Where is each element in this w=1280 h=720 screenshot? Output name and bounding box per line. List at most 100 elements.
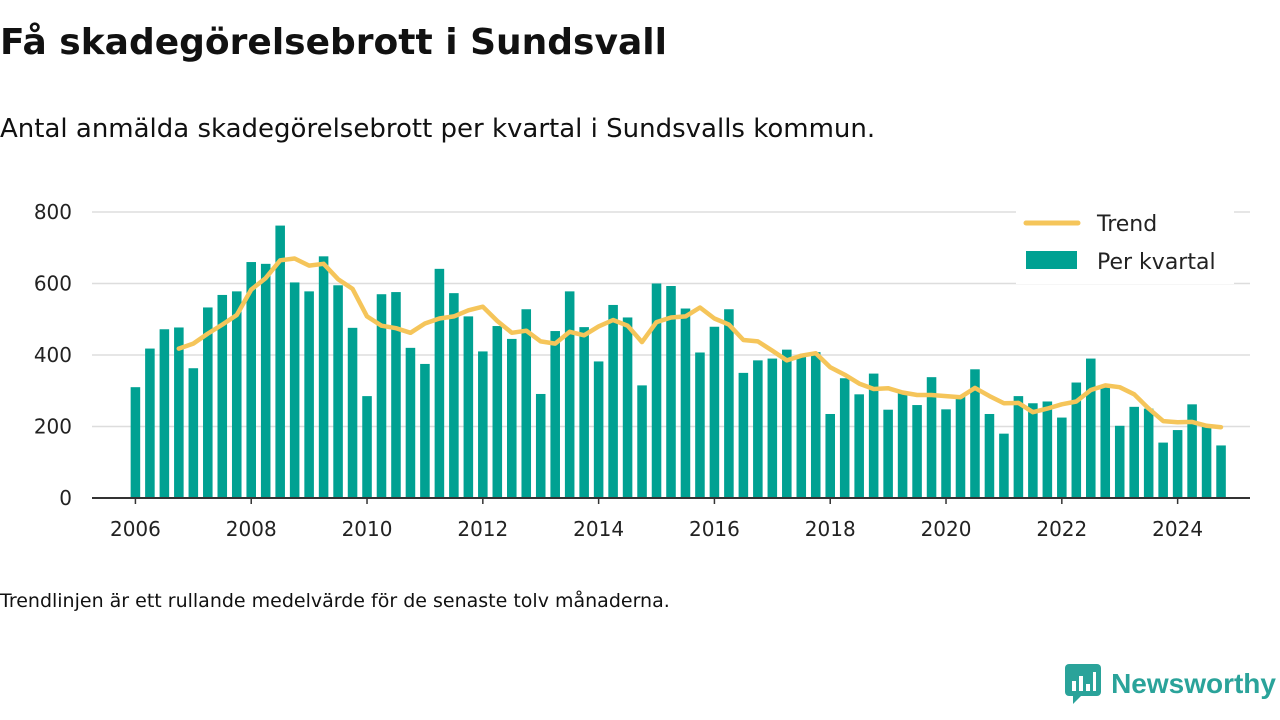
bar [304,291,314,498]
bar [868,373,879,498]
bar [231,291,242,498]
x-tick-label: 2014 [573,517,624,541]
bar [564,291,575,498]
bar [941,409,951,498]
bar [130,387,141,498]
x-tick-label: 2010 [342,517,393,541]
bar [145,348,155,498]
bar [1071,382,1082,498]
bar [550,331,560,498]
bar [695,352,705,498]
bar [897,393,908,498]
bar [174,327,184,498]
bar [767,358,778,498]
y-tick-label: 600 [34,272,72,296]
bar [970,369,980,498]
x-tick-label: 2012 [457,517,508,541]
bar [521,309,532,498]
bar [1158,442,1168,498]
bar [1172,430,1183,498]
bar [1114,425,1125,498]
x-tick-label: 2016 [689,517,740,541]
y-tick-label: 800 [34,200,72,224]
bar [825,413,836,498]
bar [159,329,170,498]
legend: Trend Per kvartal [1016,210,1234,284]
bar [506,338,517,498]
bar [593,361,604,498]
bar [666,286,676,498]
bar [1085,358,1096,498]
bar [1057,417,1067,498]
bar [651,283,662,498]
brand-name: Newsworthy [1111,668,1276,699]
footnote: Trendlinjen är ett rullande medelvärde f… [0,590,670,612]
bar [203,307,213,498]
bar [1187,404,1197,498]
bar [1100,387,1111,498]
bar [347,327,358,498]
bar [782,349,792,498]
bar [333,285,343,498]
bar [854,394,864,498]
x-tick-label: 2006 [110,517,161,541]
bar [391,292,401,498]
bar [260,263,271,498]
x-tick-label: 2018 [805,517,856,541]
y-tick-label: 400 [34,343,72,367]
bar [420,363,430,498]
bar [246,262,257,498]
bar [535,393,546,498]
legend-bar-swatch [1026,251,1077,269]
bar [579,327,589,498]
bar [883,409,893,498]
x-tick-label: 2022 [1036,517,1087,541]
bar [1028,403,1038,498]
bar [289,282,300,498]
x-tick-label: 2020 [921,517,972,541]
bar [999,433,1009,498]
bar [839,378,850,498]
bar [362,396,372,498]
bar [955,396,966,498]
bar [318,256,329,498]
trend-line [176,256,1224,430]
bar [1042,401,1053,498]
bar [376,294,387,498]
bar-series [130,225,1226,498]
bar [463,316,474,498]
axes: 0 200 400 600 800 2006 2008 2010 2012 2014 2016 201… [34,200,1250,541]
chart: 0 200 400 600 800 2006 2008 2010 2012 2014 2016 201… [34,200,1250,541]
bar [492,326,503,498]
bar [637,385,647,498]
bar [753,360,763,498]
legend-trend-label: Trend [1096,212,1157,237]
bar [188,368,199,498]
bar [449,293,459,498]
bar [1013,396,1024,498]
bar [709,326,720,498]
bar [434,268,445,498]
legend-bar-label: Per kvartal [1097,250,1216,275]
bar [1201,424,1212,498]
bar [608,304,618,498]
bar [1216,445,1226,498]
y-tick-label: 0 [59,486,72,510]
bar [478,351,488,498]
bar [622,317,633,498]
bar [405,347,416,498]
bar [1129,406,1139,498]
bar [810,352,821,498]
x-tick-label: 2024 [1152,517,1203,541]
newsworthy-chat-chart-icon [1065,664,1102,704]
chart-title: Få skadegörelsebrott i Sundsvall [0,22,667,63]
bar [926,377,937,498]
bar [796,356,807,498]
x-tick-label: 2008 [226,517,277,541]
bar [738,372,749,498]
chart-subtitle: Antal anmälda skadegörelsebrott per kvar… [0,114,876,144]
brand-logo: Newsworthy [1065,664,1276,704]
bar [1143,408,1154,498]
bar [275,225,285,498]
bar [984,413,995,498]
